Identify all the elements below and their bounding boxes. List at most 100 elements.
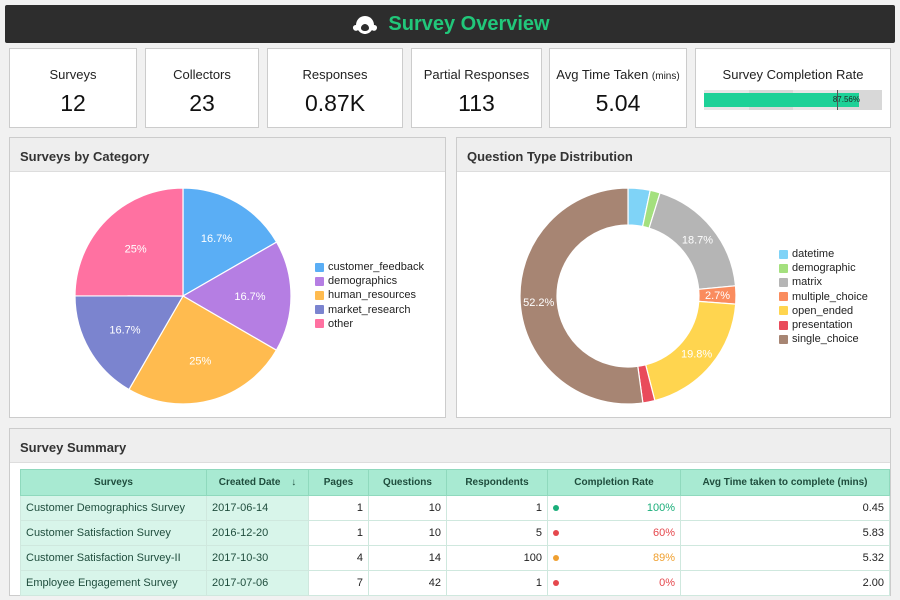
completion-rate-value: 0% [659, 577, 675, 589]
status-dot-icon [553, 505, 559, 511]
cell-pages: 4 [308, 545, 369, 571]
survey-summary-panel: Survey Summary Surveys Created Date ↓ Pa… [9, 428, 891, 596]
completion-rate-value: 100% [646, 502, 675, 514]
cell-survey-name[interactable]: Customer Demographics Survey [20, 495, 207, 521]
kpi-completion-rate: Survey Completion Rate 87.56% [695, 48, 891, 128]
legend-label: other [328, 317, 354, 330]
cell-completion-rate: 0% [547, 570, 681, 596]
question-type-slice-single-choice[interactable] [519, 187, 644, 405]
cell-respondents: 100 [446, 545, 548, 571]
category-slice-other[interactable] [74, 187, 184, 297]
checkbox-icon [315, 305, 324, 315]
cell-questions: 42 [368, 570, 447, 596]
table-header-row: Surveys Created Date ↓ Pages Questions R… [20, 469, 890, 496]
legend-label: open_ended [792, 304, 854, 317]
legend-label: customer_feedback [328, 261, 424, 274]
arrow-down-icon: ↓ [291, 477, 297, 488]
category-slice-label: 25% [125, 244, 147, 256]
question-type-legend-item[interactable]: open_ended [779, 304, 868, 318]
kpi-label: Surveys [49, 67, 97, 82]
kpi-value: 113 [458, 90, 495, 116]
status-dot-icon [553, 530, 559, 536]
column-header-surveys[interactable]: Surveys [20, 469, 207, 496]
cell-avg-time: 5.32 [680, 545, 890, 571]
cell-avg-time: 0.45 [680, 495, 890, 521]
category-slice-customer-feedback[interactable] [182, 187, 278, 298]
cell-respondents: 5 [446, 520, 548, 546]
legend-label: human_resources [328, 289, 417, 302]
cell-survey-name[interactable]: Employee Engagement Survey [20, 570, 207, 596]
legend-label: demographic [792, 262, 856, 275]
category-slice-label: 16.7% [109, 324, 140, 336]
column-header-pages[interactable]: Pages [308, 469, 369, 496]
checkbox-icon [779, 263, 788, 273]
cell-created-date: 2017-10-30 [206, 545, 309, 571]
cell-completion-rate: 60% [547, 520, 681, 546]
kpi-partial-responses: Partial Responses 113 [411, 48, 542, 128]
checkbox-icon [315, 290, 324, 300]
completion-rate-value: 60% [652, 527, 675, 539]
cell-respondents: 1 [446, 495, 548, 521]
gauge-value-label: 87.56% [832, 95, 860, 104]
cell-avg-time: 5.83 [680, 520, 890, 546]
checkbox-icon [779, 292, 788, 302]
column-header-respondents[interactable]: Respondents [446, 469, 548, 496]
question-type-legend-item[interactable]: multiple_choice [779, 290, 868, 304]
table-row[interactable]: Customer Satisfaction Survey-II 2017-10-3… [20, 545, 890, 571]
cell-created-date: 2017-07-06 [206, 570, 309, 596]
question-type-legend-item[interactable]: matrix [779, 275, 868, 289]
page-title: Survey Overview [388, 12, 550, 35]
question-type-legend-item[interactable]: presentation [779, 318, 868, 332]
kpi-label: Partial Responses [423, 67, 530, 82]
gauge-target-marker [836, 90, 838, 110]
kpi-value: 12 [60, 90, 86, 116]
cell-pages: 7 [308, 570, 369, 596]
category-legend: customer_feedback demographics human_resou… [315, 260, 424, 331]
category-slice-human-resources[interactable] [128, 295, 278, 405]
question-type-slice-label: 52.2% [523, 297, 554, 309]
cell-completion-rate: 100% [547, 495, 681, 521]
table-row[interactable]: Customer Demographics Survey 2017-06-14 1 1… [20, 495, 890, 521]
legend-label: single_choice [792, 333, 859, 346]
column-header-created-date[interactable]: Created Date ↓ [206, 469, 309, 496]
category-legend-item[interactable]: demographics [315, 274, 424, 288]
category-slice-demographics[interactable] [181, 241, 292, 352]
question-donut-chart: 18.7% 2.7% 19.8% 52.2% [519, 187, 737, 405]
cell-survey-name[interactable]: Customer Satisfaction Survey-II [20, 545, 207, 571]
category-slice-label: 25% [189, 356, 211, 368]
question-type-legend-item[interactable]: datetime [779, 247, 868, 261]
cell-pages: 1 [308, 520, 369, 546]
panel-title: Question Type Distribution [457, 138, 890, 172]
category-legend-item[interactable]: market_research [315, 303, 424, 317]
checkbox-icon [779, 306, 788, 316]
kpi-label: Collectors [173, 67, 231, 82]
question-type-legend-item[interactable]: demographic [779, 261, 868, 275]
completion-rate-value: 89% [652, 552, 675, 564]
kpi-value: 0.87K [304, 90, 366, 116]
kpi-label-unit: (mins) [651, 71, 680, 82]
question-type-panel: Question Type Distribution 18.7% 2.7% 19.8… [456, 137, 891, 418]
question-type-legend-item[interactable]: single_choice [779, 332, 868, 346]
monkey-logo-icon [353, 16, 378, 34]
table-row[interactable]: Employee Engagement Survey 2017-07-06 7 42 1… [20, 570, 890, 596]
cell-questions: 10 [368, 495, 447, 521]
surveys-by-category-panel: Surveys by Category 16.7% 16.7% 25% 16.7% 25… [9, 137, 446, 418]
kpi-label: Survey Completion Rate [722, 67, 864, 82]
category-slice-market-research[interactable] [74, 295, 185, 391]
category-legend-item[interactable]: other [315, 317, 424, 331]
dashboard-header: Survey Overview [5, 5, 895, 43]
column-header-questions[interactable]: Questions [368, 469, 447, 496]
column-header-avg-time[interactable]: Avg Time taken to complete (mins) [680, 469, 890, 496]
cell-pages: 1 [308, 495, 369, 521]
cell-survey-name[interactable]: Customer Satisfaction Survey [20, 520, 207, 546]
category-legend-item[interactable]: customer_feedback [315, 260, 424, 274]
checkbox-icon [779, 249, 788, 259]
table-row[interactable]: Customer Satisfaction Survey 2016-12-20 1 1… [20, 520, 890, 546]
column-header-completion-rate[interactable]: Completion Rate [547, 469, 681, 496]
category-legend-item[interactable]: human_resources [315, 288, 424, 302]
kpi-responses: Responses 0.87K [267, 48, 403, 128]
legend-label: presentation [792, 319, 853, 332]
panel-title: Survey Summary [10, 429, 890, 463]
checkbox-icon [315, 276, 324, 286]
kpi-label: Responses [302, 67, 368, 82]
